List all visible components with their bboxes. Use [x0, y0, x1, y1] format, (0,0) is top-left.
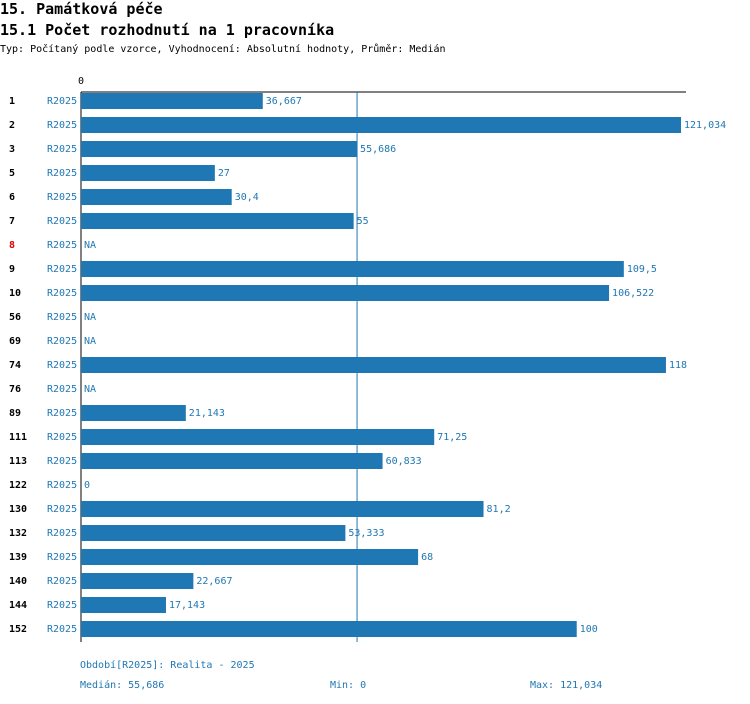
chart-meta: Typ: Počítaný podle vzorce, Vyhodnocení:… [0, 44, 446, 55]
bar [81, 405, 186, 421]
category-label: 113 [9, 456, 27, 467]
bar [81, 357, 666, 373]
value-label: 0 [84, 480, 90, 491]
value-label: 30,4 [235, 192, 259, 203]
series-label: R2025 [47, 288, 77, 299]
category-label: 6 [9, 192, 15, 203]
bar [81, 525, 346, 541]
category-label: 130 [9, 504, 27, 515]
series-label: R2025 [47, 360, 77, 371]
series-label: R2025 [47, 240, 77, 251]
value-label: 71,25 [437, 432, 467, 443]
category-label: 2 [9, 120, 15, 131]
value-label: NA [84, 384, 96, 395]
bar [81, 165, 215, 181]
footer-period: Období[R2025]: Realita - 2025 [80, 660, 255, 671]
value-label: NA [84, 312, 96, 323]
category-label: 69 [9, 336, 21, 347]
value-label: 36,667 [266, 96, 302, 107]
value-label: 100 [580, 624, 598, 635]
series-label: R2025 [47, 192, 77, 203]
series-label: R2025 [47, 504, 77, 515]
bar [81, 501, 484, 517]
category-label: 152 [9, 624, 27, 635]
category-label: 89 [9, 408, 21, 419]
bar [81, 573, 194, 589]
category-label: 111 [9, 432, 27, 443]
bar [81, 189, 232, 205]
series-label: R2025 [47, 576, 77, 587]
series-label: R2025 [47, 144, 77, 155]
bar [81, 549, 419, 565]
category-label: 139 [9, 552, 27, 563]
category-label: 140 [9, 576, 27, 587]
value-label: 109,5 [627, 264, 657, 275]
category-label: 9 [9, 264, 15, 275]
footer-max: Max: 121,034 [530, 680, 603, 691]
value-label: 53,333 [348, 528, 384, 539]
value-label: NA [84, 240, 96, 251]
series-label: R2025 [47, 168, 77, 179]
bar [81, 141, 358, 157]
footer-median: Medián: 55,686 [80, 680, 165, 691]
value-label: 68 [421, 552, 433, 563]
series-label: R2025 [47, 216, 77, 227]
value-label: NA [84, 336, 96, 347]
category-label: 76 [9, 384, 21, 395]
series-label: R2025 [47, 600, 77, 611]
value-label: 81,2 [487, 504, 511, 515]
value-label: 118 [669, 360, 687, 371]
category-label: 144 [9, 600, 27, 611]
bar [81, 429, 435, 445]
bar [81, 597, 166, 613]
bar [81, 285, 610, 301]
bar [81, 213, 354, 229]
category-label: 8 [9, 240, 15, 251]
page-title: 15. Památková péče [0, 0, 163, 18]
value-label: 27 [218, 168, 230, 179]
series-label: R2025 [47, 120, 77, 131]
footer-min: Min: 0 [330, 680, 367, 691]
category-label: 10 [9, 288, 21, 299]
series-label: R2025 [47, 336, 77, 347]
series-label: R2025 [47, 432, 77, 443]
series-label: R2025 [47, 264, 77, 275]
category-label: 56 [9, 312, 21, 323]
series-label: R2025 [47, 408, 77, 419]
series-label: R2025 [47, 384, 77, 395]
bar [81, 453, 383, 469]
category-label: 122 [9, 480, 27, 491]
bar [81, 621, 577, 637]
category-label: 132 [9, 528, 27, 539]
value-label: 21,143 [189, 408, 225, 419]
value-label: 106,522 [612, 288, 654, 299]
value-label: 121,034 [684, 120, 726, 131]
series-label: R2025 [47, 480, 77, 491]
bar [81, 261, 624, 277]
value-label: 60,833 [386, 456, 422, 467]
axis-zero-label: 0 [78, 76, 84, 87]
category-label: 3 [9, 144, 15, 155]
value-label: 55 [357, 216, 369, 227]
category-label: 5 [9, 168, 15, 179]
category-label: 74 [9, 360, 21, 371]
series-label: R2025 [47, 528, 77, 539]
series-label: R2025 [47, 312, 77, 323]
bar [81, 117, 681, 133]
value-label: 17,143 [169, 600, 205, 611]
category-label: 1 [9, 96, 15, 107]
chart-title: 15.1 Počet rozhodnutí na 1 pracovníka [0, 21, 335, 39]
series-label: R2025 [47, 552, 77, 563]
series-label: R2025 [47, 96, 77, 107]
series-label: R2025 [47, 624, 77, 635]
series-label: R2025 [47, 456, 77, 467]
category-label: 7 [9, 216, 15, 227]
value-label: 22,667 [196, 576, 232, 587]
bar [81, 93, 263, 109]
value-label: 55,686 [360, 144, 396, 155]
